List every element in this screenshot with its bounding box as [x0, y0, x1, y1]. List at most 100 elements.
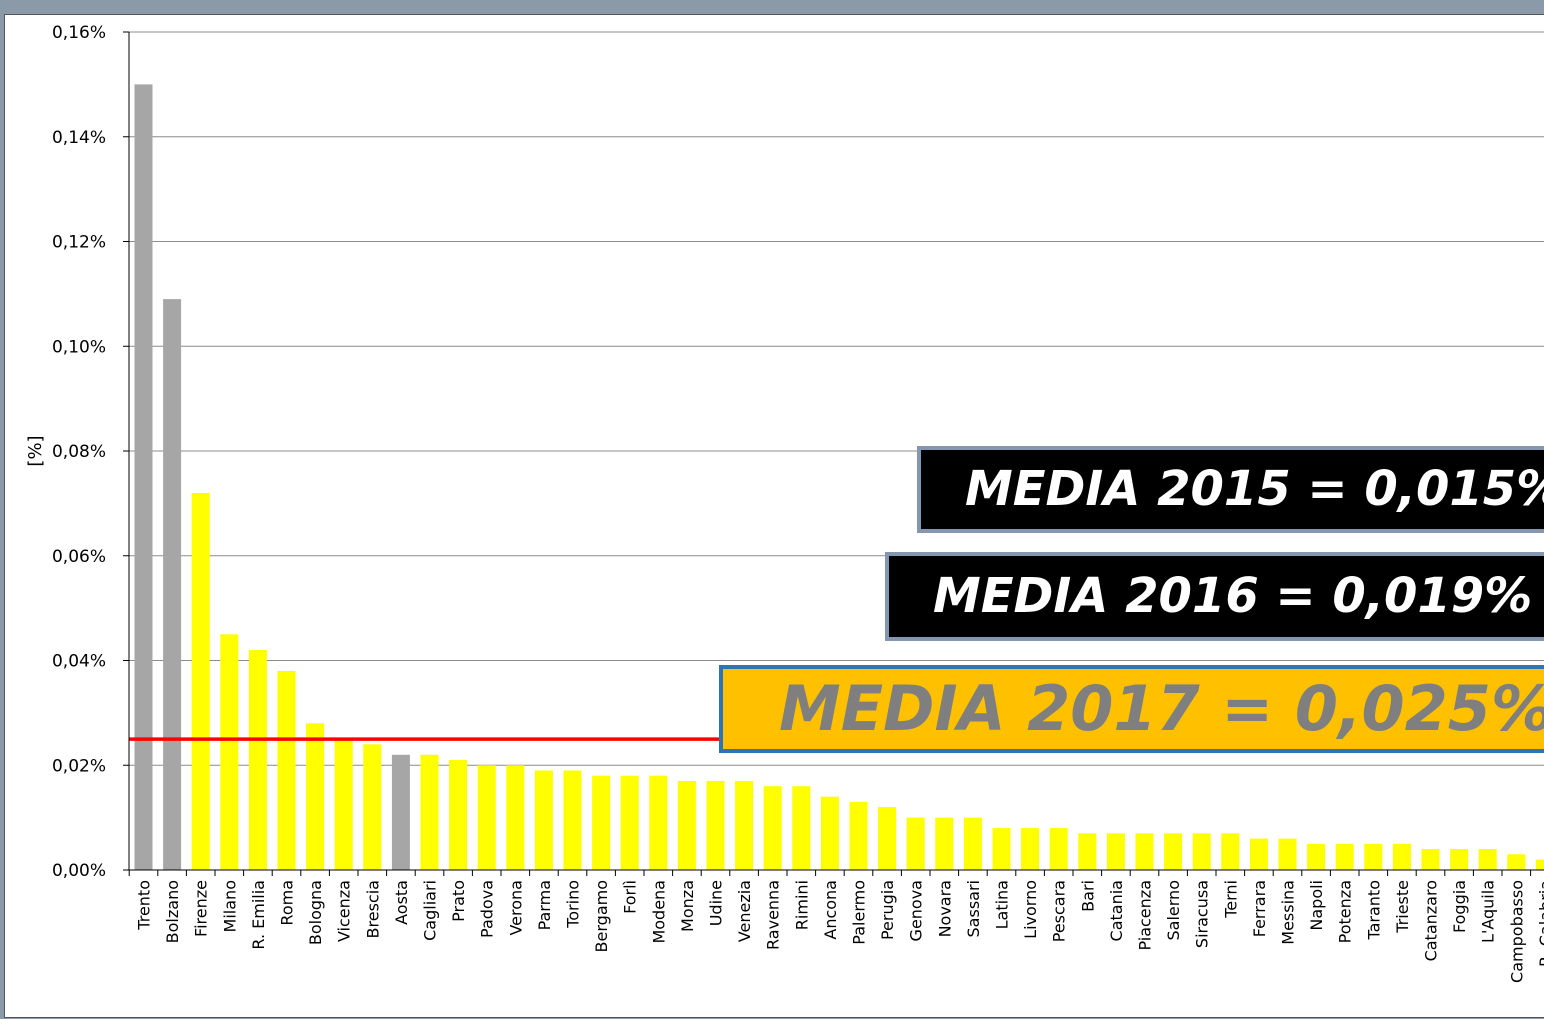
bar — [878, 807, 896, 870]
chart-frame: 0,00%0,02%0,04%0,06%0,08%0,10%0,12%0,14%… — [4, 14, 1544, 1018]
bar — [1307, 844, 1325, 870]
x-category-label: Aosta — [392, 880, 411, 925]
bar — [564, 770, 582, 870]
x-category-label: Taranto — [1364, 880, 1383, 941]
x-category-label: Monza — [678, 880, 697, 932]
y-tick-label: 0,00% — [52, 861, 106, 881]
x-category-label: Terni — [1221, 880, 1240, 919]
bar — [449, 760, 467, 870]
x-category-label: Forlì — [621, 880, 640, 914]
bar — [649, 776, 667, 870]
x-category-label: Siracusa — [1193, 880, 1212, 948]
x-category-label: Rimini — [792, 880, 811, 930]
bar — [220, 634, 238, 870]
x-category-label: Ravenna — [764, 880, 783, 950]
x-category-label: Perugia — [878, 880, 897, 940]
bar — [850, 802, 868, 870]
bar — [1536, 860, 1544, 870]
annotation-media-2017: MEDIA 2017 = 0,025% — [719, 665, 1544, 753]
bar — [1450, 849, 1468, 870]
annotation-media-2016: MEDIA 2016 = 0,019% — [885, 552, 1544, 641]
x-category-label: Trieste — [1393, 880, 1412, 934]
x-category-label: Ancona — [821, 880, 840, 940]
bar — [1422, 849, 1440, 870]
x-category-label: Udine — [707, 880, 726, 926]
y-tick-label: 0,14% — [52, 128, 106, 148]
bar — [135, 84, 153, 870]
bar — [592, 776, 610, 870]
bar — [1507, 854, 1525, 870]
bar — [278, 671, 296, 870]
bar — [821, 797, 839, 870]
gridlines — [129, 32, 1544, 765]
bar — [392, 755, 410, 870]
x-category-label: Venezia — [735, 880, 754, 942]
x-category-label: Trento — [135, 880, 154, 931]
bar — [421, 755, 439, 870]
x-category-label: Bologna — [306, 880, 325, 945]
x-category-label: Prato — [449, 880, 468, 922]
bar — [935, 818, 953, 870]
x-category-label: Potenza — [1336, 880, 1355, 943]
x-category-label: Modena — [649, 880, 668, 944]
x-category-label: L'Aquila — [1479, 880, 1498, 943]
x-category-label: Verona — [506, 880, 525, 936]
bar — [993, 828, 1011, 870]
bar — [1393, 844, 1411, 870]
x-category-label: Salerno — [1164, 880, 1183, 940]
bar — [1107, 833, 1125, 870]
bar — [1250, 839, 1268, 870]
y-tick-label: 0,12% — [52, 233, 106, 253]
bar — [1221, 833, 1239, 870]
bar — [506, 765, 524, 870]
x-category-label: Firenze — [192, 880, 211, 937]
x-category-label: Livorno — [1021, 880, 1040, 939]
y-tick-label: 0,02% — [52, 756, 106, 776]
x-category-label: Sassari — [964, 880, 983, 937]
bar — [1279, 839, 1297, 870]
x-category-label: Pescara — [1050, 880, 1069, 942]
y-tick-label: 0,10% — [52, 337, 106, 357]
x-category-label: Genova — [907, 880, 926, 941]
bar — [764, 786, 782, 870]
x-category-label: Ferrara — [1250, 880, 1269, 937]
bar — [707, 781, 725, 870]
bar — [792, 786, 810, 870]
y-tick-label: 0,04% — [52, 652, 106, 672]
annotation-media-2015: MEDIA 2015 = 0,015% — [917, 446, 1544, 533]
y-axis-ticks: 0,00%0,02%0,04%0,06%0,08%0,10%0,12%0,14%… — [52, 23, 129, 881]
x-category-label: Padova — [478, 880, 497, 938]
bar — [1336, 844, 1354, 870]
bar — [1164, 833, 1182, 870]
bar — [907, 818, 925, 870]
bar — [163, 299, 181, 870]
bar — [621, 776, 639, 870]
bar — [1050, 828, 1068, 870]
bar — [192, 493, 210, 870]
bar — [249, 650, 267, 870]
x-category-label: Cagliari — [421, 880, 440, 941]
bar — [1193, 833, 1211, 870]
bar — [678, 781, 696, 870]
x-category-label: Campobasso — [1507, 880, 1526, 983]
x-category-label: Bari — [1078, 880, 1097, 912]
bar — [335, 739, 353, 870]
x-category-label: Bolzano — [163, 880, 182, 943]
y-tick-label: 0,08% — [52, 442, 106, 462]
bar — [1364, 844, 1382, 870]
x-category-label: Foggia — [1450, 880, 1469, 933]
bar — [363, 744, 381, 870]
y-tick-label: 0,16% — [52, 23, 106, 43]
x-category-label: Messina — [1279, 880, 1298, 945]
x-category-label: Palermo — [850, 880, 869, 945]
y-axis-label: [%] — [25, 435, 46, 466]
x-category-label: Milano — [220, 880, 239, 932]
bar — [735, 781, 753, 870]
x-category-label: Latina — [993, 880, 1012, 929]
x-axis-category-labels: Trento Bolzano Firenze Milano R. Emilia Roma B… — [129, 870, 1544, 983]
x-category-label: R. Emilia — [249, 880, 268, 950]
x-category-label: Torino — [564, 880, 583, 929]
x-category-label: Roma — [278, 880, 297, 926]
bar — [478, 765, 496, 870]
bar — [535, 770, 553, 870]
